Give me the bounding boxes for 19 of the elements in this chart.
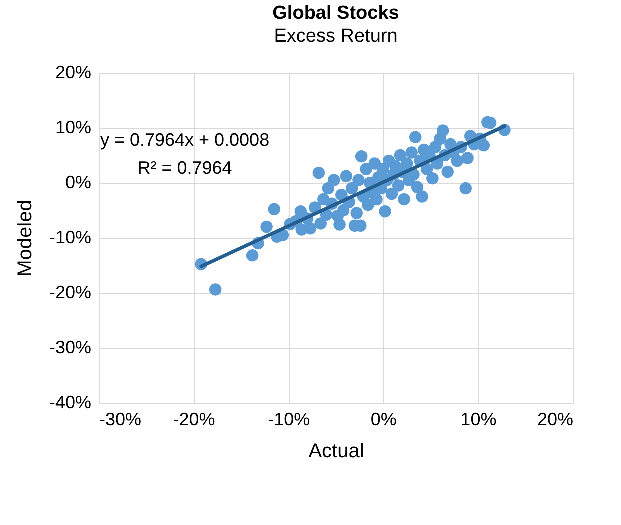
y-tick-label: -10% [49, 228, 92, 248]
y-axis-title: Modeled [14, 200, 36, 277]
annotation: R² = 0.7964 [138, 158, 232, 178]
chart-title: Global Stocks [272, 3, 400, 24]
x-axis-title: Actual [308, 440, 364, 462]
y-tick-label: -20% [49, 282, 92, 302]
x-tick-label: 0% [370, 410, 397, 430]
x-tick-label: -10% [268, 410, 310, 430]
y-tick-label: 10% [55, 118, 92, 138]
annotation: y = 0.7964x + 0.0008 [100, 130, 270, 150]
x-tick-label: 20% [537, 410, 574, 430]
x-tick-label: 10% [460, 410, 497, 430]
x-tick-label: -30% [100, 410, 142, 430]
y-tick-label: 20% [55, 62, 92, 82]
y-tick-label: 0% [65, 172, 92, 192]
y-tick-label: -30% [49, 338, 92, 358]
x-tick-label: -20% [173, 410, 216, 430]
y-tick-label: -40% [49, 392, 92, 412]
chart-subtitle: Excess Return [274, 26, 398, 47]
